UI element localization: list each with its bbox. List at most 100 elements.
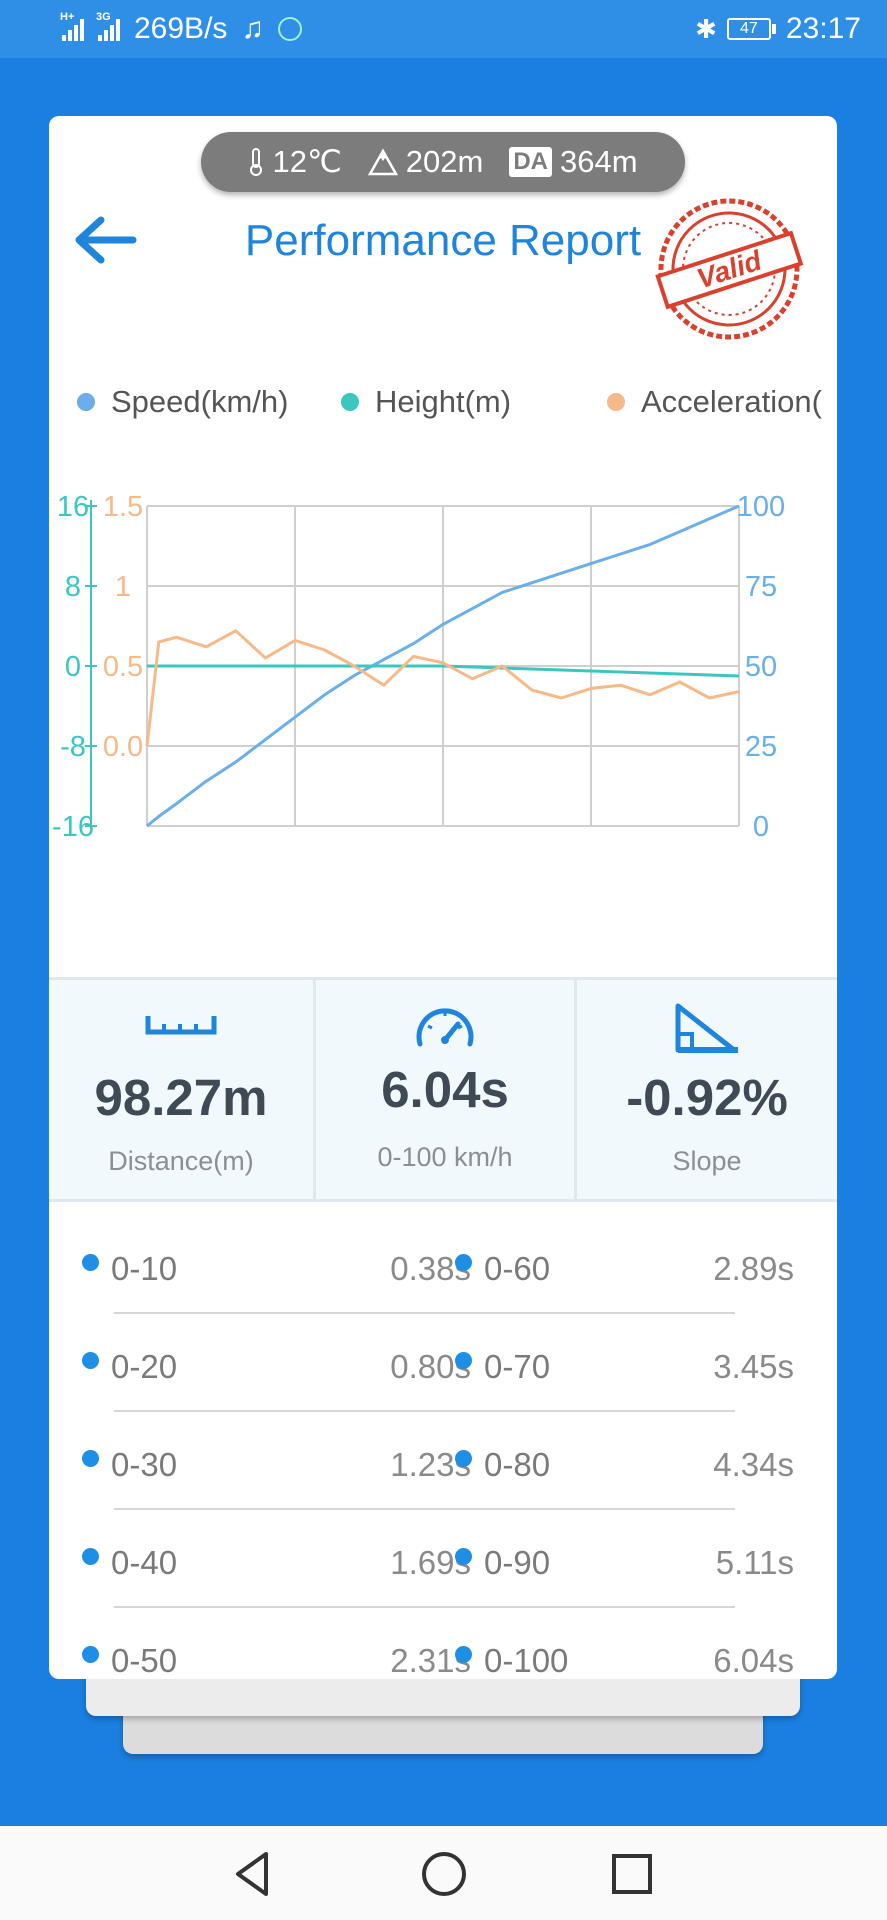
bullet-icon: [455, 1352, 472, 1369]
split-label: 0-90: [484, 1544, 551, 1581]
network-type-1: H+: [60, 11, 75, 23]
temperature-item: 12℃: [248, 144, 342, 180]
split-label: 0-40: [111, 1544, 178, 1581]
stat-slope: -0.92% Slope: [577, 980, 837, 1199]
stacked-card-back: [123, 1710, 763, 1754]
acceleration-axis-tick: 1: [115, 571, 131, 603]
bullet-icon: [82, 1254, 99, 1271]
valid-stamp: Valid: [655, 198, 804, 340]
signal-icon: H+: [60, 11, 84, 41]
density-altitude-item: DA 364m: [509, 144, 638, 180]
height-axis-tick: 16: [57, 491, 89, 523]
battery-level: 47: [726, 18, 771, 40]
legend-speed-label: Speed(km/h): [111, 384, 289, 419]
page-title: Performance Report: [244, 216, 642, 265]
recents-nav-icon[interactable]: [606, 1848, 658, 1900]
split-label: 0-60: [484, 1250, 551, 1287]
stat-distance-value: 98.27m: [94, 1069, 268, 1126]
report-card: 12℃ 202m DA 364m Performance Report Vali…: [49, 116, 837, 1679]
split-time: 2.31s: [390, 1642, 471, 1679]
stat-slope-value: -0.92%: [626, 1069, 788, 1126]
split-time: 4.34s: [713, 1446, 794, 1483]
legend-acceleration[interactable]: Acceleration(: [607, 384, 822, 420]
legend-acceleration-label: Acceleration(: [641, 384, 822, 419]
split-label: 0-100: [484, 1642, 569, 1679]
speed-axis-tick: 50: [745, 651, 777, 683]
split-label: 0-80: [484, 1446, 551, 1483]
height-axis-tick: -8: [60, 731, 86, 763]
stat-distance: 98.27m Distance(m): [49, 980, 316, 1199]
speedometer-icon: [416, 1008, 474, 1047]
height-axis-tick: 0: [65, 651, 81, 683]
list-item: 0-20 0.80s 0-70 3.45s: [49, 1314, 837, 1412]
stat-distance-label: Distance(m): [108, 1146, 254, 1176]
legend-speed[interactable]: Speed(km/h): [77, 384, 288, 420]
split-label: 0-20: [111, 1348, 178, 1385]
bullet-icon: [82, 1548, 99, 1565]
split-time: 5.11s: [715, 1544, 794, 1581]
temperature-value: 12℃: [272, 144, 342, 179]
row-divider: [114, 1410, 735, 1412]
list-item: 0-10 0.38s 0-60 2.89s: [49, 1216, 837, 1314]
music-icon: ♫: [241, 12, 264, 45]
row-divider: [114, 1606, 735, 1608]
back-nav-icon[interactable]: [228, 1848, 280, 1900]
split-time: 0.80s: [390, 1348, 471, 1385]
conditions-pill: 12℃ 202m DA 364m: [201, 132, 685, 192]
acceleration-axis-tick: 0.5: [103, 651, 143, 683]
status-bar: H+ 3G 269B/s ♫ ✱ 47 23:17: [0, 0, 887, 58]
mountain-icon: [367, 148, 398, 176]
split-time: 3.45s: [713, 1348, 794, 1385]
legend-height-dot: [341, 393, 359, 411]
bullet-icon: [455, 1548, 472, 1565]
clock: 23:17: [785, 12, 861, 45]
battery-icon: 47: [726, 18, 776, 40]
split-label: 0-70: [484, 1348, 551, 1385]
speed-axis-tick: 25: [745, 731, 777, 763]
stat-acceleration-time: 6.04s 0-100 km/h: [316, 980, 577, 1199]
back-arrow-icon[interactable]: [71, 214, 137, 266]
bullet-icon: [455, 1646, 472, 1663]
system-nav-bar: [0, 1826, 887, 1920]
signal-icon-2: 3G: [96, 11, 120, 41]
thermometer-icon: [250, 148, 263, 176]
acceleration-axis-tick: 1.5: [103, 491, 143, 523]
acceleration-series-line: [145, 629, 740, 747]
stats-panel: 98.27m Distance(m) 6.04s 0-100 km/h -0.9…: [49, 977, 837, 1202]
altitude-value: 202m: [405, 144, 484, 179]
split-time: 2.89s: [713, 1250, 794, 1287]
split-label: 0-50: [111, 1642, 178, 1679]
app-notification-icon: [277, 17, 302, 41]
height-axis-tick: 8: [65, 571, 81, 603]
bullet-icon: [82, 1352, 99, 1369]
legend-acceleration-dot: [607, 393, 625, 411]
row-divider: [114, 1312, 735, 1314]
home-nav-icon[interactable]: [418, 1848, 470, 1900]
slope-icon: [675, 1003, 738, 1053]
bullet-icon: [455, 1254, 472, 1271]
split-label: 0-30: [111, 1446, 178, 1483]
legend-height-label: Height(m): [375, 384, 512, 419]
height-series-line: [147, 664, 740, 678]
speed-axis-tick: 100: [737, 491, 785, 523]
split-time: 1.69s: [390, 1544, 471, 1581]
chart-legend: Speed(km/h) Height(m) Acceleration(: [77, 384, 837, 424]
list-item: 0-50 2.31s 0-100 6.04s: [49, 1608, 837, 1679]
split-time: 1.23s: [390, 1446, 471, 1483]
split-time: 0.38s: [390, 1250, 471, 1287]
legend-height[interactable]: Height(m): [341, 384, 511, 420]
stat-acceleration-time-value: 6.04s: [381, 1061, 509, 1118]
density-altitude-label: DA: [509, 147, 552, 177]
split-time: 6.04s: [713, 1642, 794, 1679]
bullet-icon: [455, 1450, 472, 1467]
speed-axis-tick: 0: [753, 811, 769, 843]
speed-series-line: [146, 504, 740, 828]
list-item: 0-30 1.23s 0-80 4.34s: [49, 1412, 837, 1510]
stat-slope-label: Slope: [672, 1146, 742, 1176]
row-divider: [114, 1508, 735, 1510]
speed-axis-tick: 75: [745, 571, 777, 603]
legend-speed-dot: [77, 393, 95, 411]
altitude-item: 202m: [367, 144, 484, 180]
bluetooth-icon: ✱: [695, 13, 717, 44]
